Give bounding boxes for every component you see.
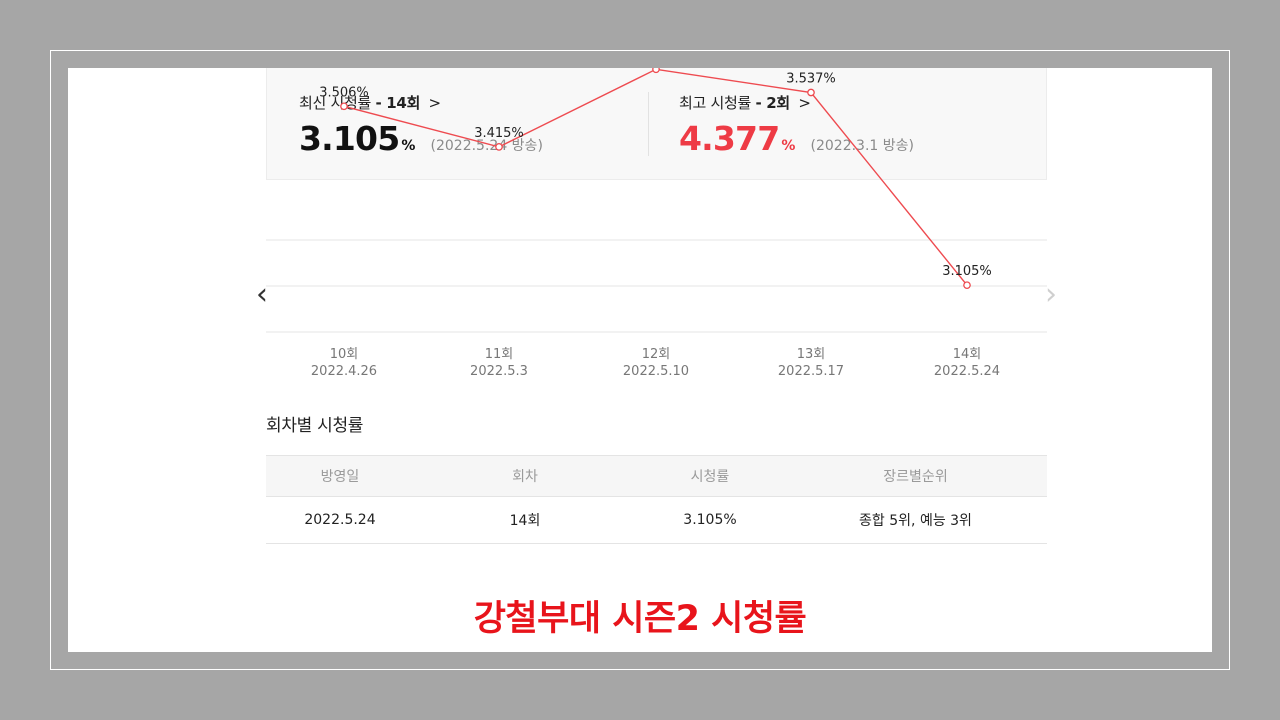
latest-rating-value: 3.105 (299, 119, 400, 158)
best-rating-label: 최고 시청률 (679, 94, 751, 112)
best-rating-episode: - 2회 (755, 94, 790, 112)
x-tick-date-3: 2022.5.17 (778, 364, 844, 379)
best-rating-unit: % (781, 138, 796, 154)
chevron-right-icon: > (798, 94, 811, 112)
data-label-0: 3.506% (319, 85, 369, 100)
latest-rating[interactable]: 최신 시청률 - 14회 > 3.105% (2022.5.24 방송) (299, 92, 543, 158)
latest-rating-unit: % (401, 138, 416, 154)
panel-divider (648, 92, 649, 156)
slide: 최신 시청률 - 14회 > 3.105% (2022.5.24 방송) 최고 … (68, 68, 1212, 652)
cell-rating: 3.105% (683, 512, 737, 528)
best-rating-value: 4.377 (679, 119, 780, 158)
x-tick-date-1: 2022.5.3 (470, 364, 528, 379)
chevron-right-icon: › (1045, 277, 1057, 312)
x-tick-episode-1: 11회 (485, 347, 514, 362)
slide-caption: 강철부대 시즌2 시청률 (473, 599, 807, 639)
latest-rating-label: 최신 시청률 (299, 94, 371, 112)
rating-line-chart: ‹ › 3.506% 10회 2022.4.26 3.415% 11회 2022.5.3 3.5… (256, 68, 1057, 379)
cell-genre-rank: 종합 5위, 예능 3위 (859, 513, 972, 529)
data-point-3 (807, 88, 815, 97)
data-label-1: 3.415% (474, 126, 524, 141)
best-rating[interactable]: 최고 시청률 - 2회 > 4.377% (2022.3.1 방송) (679, 92, 914, 158)
latest-rating-episode: - 14회 (375, 94, 421, 112)
x-tick-episode-2: 12회 (642, 347, 671, 362)
header-air-date: 방영일 (320, 469, 360, 485)
data-point-2 (652, 68, 660, 74)
data-point-0 (340, 102, 348, 111)
slide-frame (50, 50, 1230, 670)
cell-air-date: 2022.5.24 (304, 512, 376, 528)
best-rating-date: (2022.3.1 방송) (810, 138, 914, 154)
episode-rating-table: 방영일 회차 시청률 장르별순위 2022.5.24 14회 3.105% 종합… (266, 455, 1047, 544)
series-line (343, 68, 968, 286)
chevron-right-icon: > (428, 94, 442, 112)
header-rating: 시청률 (690, 469, 730, 485)
table-row: 2022.5.24 14회 3.105% 종합 5위, 예능 3위 (266, 497, 1047, 544)
x-tick-episode-4: 14회 (953, 347, 982, 362)
latest-rating-date: (2022.5.24 방송) (430, 138, 543, 154)
section-title: 회차별 시청률 (266, 416, 364, 436)
table-header: 방영일 회차 시청률 장르별순위 (266, 455, 1047, 497)
rating-summary-panel: 최신 시청률 - 14회 > 3.105% (2022.5.24 방송) 최고 … (266, 68, 1047, 180)
x-tick-episode-0: 10회 (330, 347, 359, 362)
data-point-1 (495, 143, 503, 151)
data-point-4 (963, 281, 971, 290)
chevron-left-icon: ‹ (256, 277, 268, 312)
x-tick-date-0: 2022.4.26 (311, 364, 377, 379)
x-tick-date-2: 2022.5.10 (623, 364, 689, 379)
header-genre-rank: 장르별순위 (883, 469, 948, 485)
header-episode: 회차 (512, 469, 538, 485)
x-tick-episode-3: 13회 (797, 347, 826, 362)
x-tick-date-4: 2022.5.24 (934, 364, 1000, 379)
data-label-4: 3.105% (942, 264, 992, 279)
cell-episode-link[interactable]: 14회 (509, 513, 541, 529)
data-label-3: 3.537% (786, 71, 836, 86)
